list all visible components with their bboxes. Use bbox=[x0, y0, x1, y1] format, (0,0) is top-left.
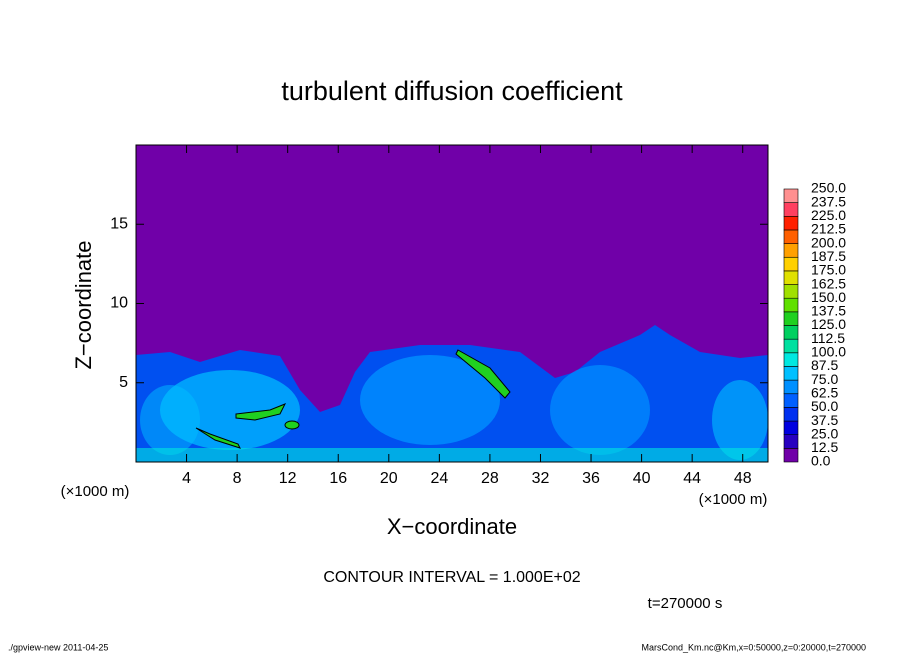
colorbar-box bbox=[783, 338, 799, 354]
field-contour bbox=[195, 427, 241, 449]
colorbar-box bbox=[783, 270, 799, 285]
x-tick-label: 44 bbox=[683, 470, 701, 487]
colorbar-box bbox=[783, 352, 799, 367]
colorbar-label: 212.5 bbox=[811, 221, 846, 237]
colorbar-box bbox=[783, 325, 799, 340]
y-axis-label: Z−coordinate bbox=[71, 240, 96, 369]
colorbar-box bbox=[783, 407, 799, 422]
colorbar-label: 187.5 bbox=[811, 248, 846, 264]
field bbox=[136, 145, 768, 462]
colorbar-box bbox=[783, 393, 799, 408]
colorbar-label: 62.5 bbox=[811, 384, 838, 400]
colorbar-box bbox=[783, 188, 799, 203]
y-axis-unit: (×1000 m) bbox=[61, 483, 130, 500]
field-contour bbox=[284, 420, 300, 430]
x-tick-label: 20 bbox=[380, 470, 398, 487]
colorbar-label: 75.0 bbox=[811, 371, 838, 387]
x-tick-label: 24 bbox=[430, 470, 448, 487]
x-tick-label: 28 bbox=[481, 470, 499, 487]
colorbar-box bbox=[783, 229, 799, 244]
colorbar-label: 87.5 bbox=[811, 357, 838, 373]
x-tick-label: 36 bbox=[582, 470, 600, 487]
field-contour bbox=[455, 349, 511, 399]
colorbar-label: 125.0 bbox=[811, 316, 846, 332]
colorbar-box bbox=[783, 202, 799, 217]
colorbar-box bbox=[783, 256, 799, 272]
x-tick-label: 48 bbox=[734, 470, 752, 487]
colorbar-label: 200.0 bbox=[811, 234, 846, 250]
colorbar-box bbox=[783, 420, 799, 435]
colorbar-label: 250.0 bbox=[811, 180, 846, 196]
field-contour bbox=[235, 403, 287, 421]
colorbar-label: 237.5 bbox=[811, 193, 846, 209]
colorbar-label: 0.0 bbox=[811, 453, 831, 469]
colorbar-box bbox=[783, 434, 799, 449]
colorbar-label: 162.5 bbox=[811, 275, 846, 291]
colorbar-box bbox=[783, 448, 799, 463]
colorbar-label: 25.0 bbox=[811, 425, 838, 441]
field-eddy bbox=[140, 385, 200, 455]
colorbar-label: 175.0 bbox=[811, 262, 846, 278]
colorbar-box bbox=[783, 243, 799, 258]
colorbar-label: 12.5 bbox=[811, 439, 838, 455]
chart-title: turbulent diffusion coefficient bbox=[281, 76, 623, 106]
colorbar-box bbox=[783, 366, 799, 381]
colorbar-label: 50.0 bbox=[811, 398, 838, 414]
x-axis-unit: (×1000 m) bbox=[699, 491, 768, 508]
colorbar-box bbox=[783, 311, 799, 326]
colorbar-label: 100.0 bbox=[811, 344, 846, 360]
field-surface-layer bbox=[136, 448, 768, 462]
y-tick-label: 15 bbox=[110, 215, 128, 232]
field-eddy bbox=[712, 380, 768, 460]
colorbar-label: 225.0 bbox=[811, 207, 846, 223]
colorbar-label: 150.0 bbox=[811, 289, 846, 305]
field-eddy bbox=[550, 365, 650, 455]
colorbar-box bbox=[783, 216, 799, 231]
footer-right: MarsCond_Km.nc@Km,x=0:50000,z=0:20000,t=… bbox=[641, 642, 866, 652]
contour-interval: CONTOUR INTERVAL = 1.000E+02 bbox=[323, 569, 580, 586]
footer-left: ./gpview-new 2011-04-25 bbox=[8, 642, 108, 652]
colorbar-box bbox=[783, 297, 799, 313]
y-tick-label: 5 bbox=[119, 374, 128, 391]
y-tick-label: 10 bbox=[110, 295, 128, 312]
x-tick-label: 16 bbox=[329, 470, 347, 487]
x-tick-label: 40 bbox=[633, 470, 651, 487]
colorbar-box bbox=[783, 284, 799, 299]
colorbar-label: 37.5 bbox=[811, 412, 838, 428]
colorbar-box bbox=[783, 379, 799, 395]
x-tick-label: 12 bbox=[279, 470, 297, 487]
x-tick-label: 32 bbox=[532, 470, 550, 487]
colorbar-label: 112.5 bbox=[811, 330, 845, 346]
x-tick-label: 4 bbox=[182, 470, 191, 487]
field-eddy bbox=[360, 355, 500, 445]
x-tick-label: 8 bbox=[233, 470, 242, 487]
x-axis-label: X−coordinate bbox=[387, 514, 517, 539]
colorbar-label: 137.5 bbox=[811, 303, 846, 319]
time-label: t=270000 s bbox=[648, 595, 723, 612]
